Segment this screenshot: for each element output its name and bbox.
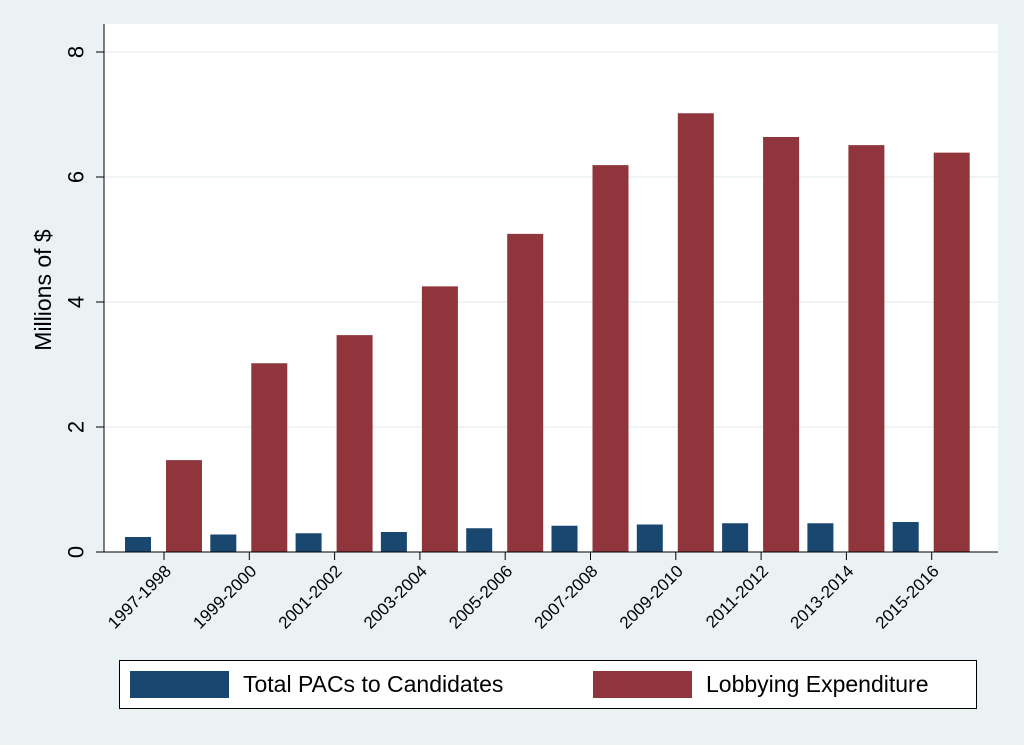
bar-pacs bbox=[380, 532, 407, 552]
bar-chart-svg: 0 2 4 6 8 1997-1998 1999-2000 2001-2002 2003-200… bbox=[30, 24, 998, 633]
y-tick-label: 8 bbox=[64, 46, 89, 58]
y-tick-label: 2 bbox=[64, 421, 89, 433]
legend: Total PACs to Candidates Lobbying Expend… bbox=[119, 660, 977, 709]
bar-lobbying bbox=[421, 286, 458, 552]
x-tick-label: 2005-2006 bbox=[445, 562, 516, 633]
bar-lobbying bbox=[933, 152, 970, 552]
y-tick-label: 4 bbox=[64, 296, 89, 308]
bar-pacs bbox=[807, 523, 834, 552]
y-tick-label: 0 bbox=[64, 546, 89, 558]
bar-pacs bbox=[210, 534, 237, 552]
legend-item-pacs: Total PACs to Candidates bbox=[130, 661, 503, 708]
bar-lobbying bbox=[677, 113, 714, 552]
bar-lobbying bbox=[848, 145, 885, 552]
bar-lobbying bbox=[251, 363, 288, 552]
bars bbox=[125, 113, 970, 552]
x-tick-label: 2013-2014 bbox=[787, 562, 858, 633]
bar-lobbying bbox=[336, 335, 373, 552]
bar-pacs bbox=[551, 525, 578, 552]
legend-swatch-pacs bbox=[130, 671, 229, 698]
x-tick-label: 2009-2010 bbox=[616, 562, 687, 633]
legend-item-lobbying: Lobbying Expenditure bbox=[593, 661, 929, 708]
bar-pacs bbox=[125, 537, 151, 552]
x-tick-label: 1999-2000 bbox=[189, 562, 260, 633]
bar-lobbying bbox=[507, 233, 544, 552]
bar-pacs bbox=[466, 528, 493, 552]
bar-pacs bbox=[636, 524, 663, 552]
x-tick-label: 2007-2008 bbox=[531, 562, 602, 633]
bar-pacs bbox=[722, 523, 749, 552]
x-tick-label: 2011-2012 bbox=[702, 562, 772, 632]
bar-lobbying bbox=[592, 165, 629, 552]
legend-label-lobbying: Lobbying Expenditure bbox=[706, 671, 929, 697]
bar-lobbying bbox=[166, 460, 202, 552]
bar-pacs bbox=[295, 533, 322, 552]
x-tick-label: 2015-2016 bbox=[872, 562, 943, 633]
legend-swatch-lobbying bbox=[593, 671, 692, 698]
bar-pacs bbox=[892, 522, 919, 552]
bar-lobbying bbox=[763, 137, 800, 552]
x-tick-label: 2003-2004 bbox=[360, 562, 431, 633]
y-tick-label: 6 bbox=[64, 171, 89, 183]
x-tick-label: 2001-2002 bbox=[275, 562, 346, 633]
y-axis-label: Millions of $ bbox=[30, 229, 56, 351]
legend-label-pacs: Total PACs to Candidates bbox=[243, 671, 504, 697]
x-tick-label: 1997-1998 bbox=[104, 562, 175, 633]
